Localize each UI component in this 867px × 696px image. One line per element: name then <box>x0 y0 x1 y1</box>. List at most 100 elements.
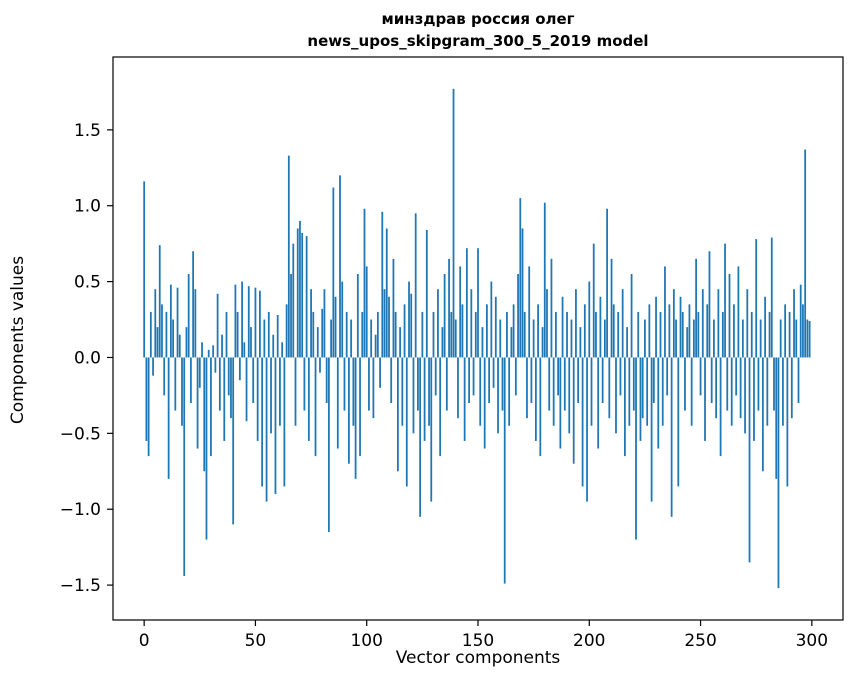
bar <box>537 304 539 358</box>
bar <box>368 357 370 411</box>
bar <box>354 357 357 479</box>
bar <box>432 311 435 358</box>
bar <box>198 357 201 388</box>
bar <box>468 357 470 403</box>
bar <box>784 304 787 358</box>
bar <box>158 245 161 358</box>
bar <box>617 311 620 358</box>
bar <box>721 311 724 358</box>
bar <box>528 266 531 358</box>
bar <box>775 357 778 479</box>
bar <box>147 357 150 457</box>
bar <box>405 357 408 487</box>
bar <box>646 357 649 426</box>
bar <box>312 311 315 358</box>
bar <box>225 311 228 358</box>
bar <box>223 357 226 441</box>
bar <box>797 357 800 403</box>
bar <box>804 149 807 358</box>
bar <box>245 357 248 422</box>
bar <box>523 311 526 358</box>
bar <box>532 319 535 358</box>
bar <box>610 258 613 358</box>
bar <box>265 357 268 502</box>
bar <box>652 357 655 403</box>
bar <box>773 357 775 411</box>
bar <box>548 357 551 411</box>
bar <box>203 357 206 472</box>
bar <box>497 357 499 434</box>
bar <box>699 357 702 396</box>
bar <box>559 357 562 449</box>
bar <box>730 357 733 426</box>
bar <box>608 357 611 419</box>
bar <box>628 357 631 426</box>
bar <box>572 357 575 464</box>
bar <box>450 311 453 358</box>
x-tick-label: 150 <box>462 631 494 651</box>
bar <box>659 311 662 358</box>
bar <box>454 319 457 358</box>
bar <box>441 327 444 358</box>
bar <box>143 181 146 358</box>
bar <box>746 289 749 358</box>
bar <box>666 357 669 396</box>
bar <box>759 319 762 358</box>
bar <box>704 357 706 441</box>
bar <box>314 357 317 457</box>
bar <box>534 357 537 441</box>
bar <box>579 327 582 358</box>
bar <box>294 357 297 426</box>
y-tick-label: 1.0 <box>74 197 101 217</box>
x-tick-label: 100 <box>350 631 382 651</box>
bar <box>216 293 219 358</box>
bar <box>770 237 773 358</box>
bar <box>339 175 341 358</box>
bar <box>410 293 413 358</box>
bar <box>715 357 718 419</box>
bar <box>719 357 722 457</box>
bar <box>156 327 159 358</box>
bar <box>196 357 199 449</box>
y-tick-label: −1.0 <box>60 500 101 520</box>
bar <box>401 357 404 426</box>
bar <box>790 357 793 419</box>
bar <box>606 208 608 358</box>
bar <box>417 357 419 411</box>
bar <box>448 258 450 358</box>
bar <box>283 357 286 487</box>
bar <box>396 357 399 472</box>
bar <box>267 311 270 358</box>
bar <box>612 304 615 358</box>
y-tick-label: 1.5 <box>74 121 101 141</box>
bar <box>641 357 644 419</box>
bar <box>568 357 571 434</box>
bar <box>238 357 241 381</box>
bar <box>566 311 568 358</box>
bar <box>332 187 335 358</box>
bar <box>365 266 368 358</box>
bar <box>795 319 798 358</box>
bar <box>376 311 379 358</box>
bar <box>227 357 230 396</box>
bar <box>615 357 617 434</box>
x-axis-label: Vector components <box>395 648 561 668</box>
bar <box>764 296 766 358</box>
bar <box>802 304 804 358</box>
bar <box>661 357 664 426</box>
bar <box>744 357 746 434</box>
bar <box>361 311 364 358</box>
bar <box>372 357 375 419</box>
bar <box>583 304 586 358</box>
bar <box>503 357 506 584</box>
bar <box>630 274 633 358</box>
bar <box>327 357 330 532</box>
bar <box>319 357 321 373</box>
y-tick-label: −0.5 <box>60 424 101 444</box>
bar <box>316 327 319 358</box>
bar <box>483 357 486 449</box>
bar <box>236 311 239 358</box>
bar <box>724 243 726 358</box>
bar <box>185 327 188 358</box>
bar <box>425 230 428 358</box>
